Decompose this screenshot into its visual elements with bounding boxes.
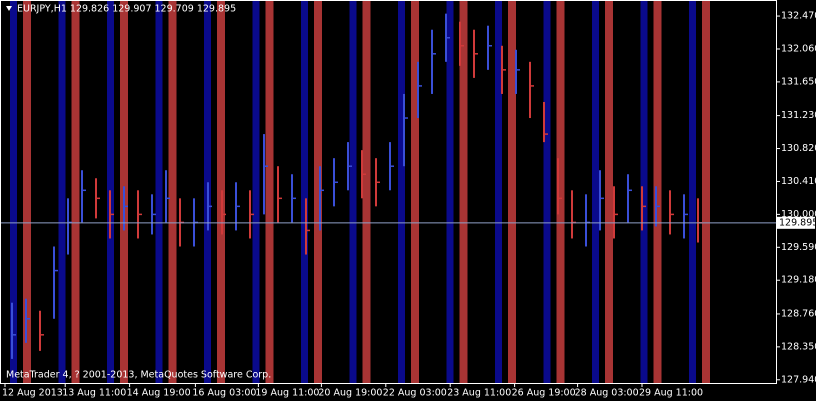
x-tick-label: 14 Aug 19:00 xyxy=(127,388,191,399)
y-tick-label: 128.350 xyxy=(781,341,816,352)
stripe-red xyxy=(168,1,177,383)
y-tick-label: 130.820 xyxy=(781,143,816,154)
x-tick-label: 19 Aug 11:00 xyxy=(255,388,319,399)
stripe-red xyxy=(556,1,565,383)
y-tick-label: 130.000 xyxy=(781,209,816,220)
y-tick-label: 130.410 xyxy=(781,176,816,187)
y-tick-label: 132.470 xyxy=(781,11,816,22)
stripe-blue xyxy=(10,1,17,383)
stripe-blue xyxy=(592,1,599,383)
stripe-blue xyxy=(446,1,454,383)
stripe-red xyxy=(265,1,274,383)
stripe-blue xyxy=(349,1,357,383)
x-tick-label: 13 Aug 11:00 xyxy=(62,388,126,399)
stripe-red xyxy=(508,1,516,383)
stripe-blue xyxy=(543,1,551,383)
stripe-red xyxy=(459,1,468,383)
stripe-red xyxy=(314,1,322,383)
stripe-blue xyxy=(689,1,696,383)
last-price-box xyxy=(777,216,815,229)
y-tick-label: 131.650 xyxy=(781,76,816,87)
y-tick-label: 129.180 xyxy=(781,275,816,286)
chart-title: EURJPY,H1 129.826 129.907 129.709 129.89… xyxy=(17,4,236,15)
y-tick-label: 127.940 xyxy=(781,374,816,385)
last-price-label: 129.895 xyxy=(779,217,816,228)
y-tick-label: 132.060 xyxy=(781,43,816,54)
plot xyxy=(11,13,702,359)
stripe-blue xyxy=(495,1,502,383)
stripe-blue xyxy=(58,1,66,383)
x-tick-label: 16 Aug 03:00 xyxy=(192,388,256,399)
y-tick-label: 131.230 xyxy=(781,110,816,121)
stripe-red xyxy=(411,1,419,383)
x-tick-label: 23 Aug 11:00 xyxy=(447,388,511,399)
stripe-blue xyxy=(640,1,648,383)
stripe-red xyxy=(362,1,371,383)
menu-arrow xyxy=(6,6,12,11)
stripe-blue xyxy=(252,1,260,383)
stripe-red xyxy=(23,1,31,383)
stripe-red xyxy=(653,1,662,383)
stripe-blue xyxy=(301,1,308,383)
stripe-red xyxy=(71,1,80,383)
stripe-red xyxy=(605,1,613,383)
stripe-red xyxy=(702,1,710,383)
y-tick-label: 129.590 xyxy=(781,242,816,253)
x-tick-label: 12 Aug 2013 xyxy=(2,388,63,399)
x-tick-label: 28 Aug 03:00 xyxy=(575,388,639,399)
session-stripes xyxy=(10,1,710,383)
x-tick-label: 29 Aug 11:00 xyxy=(639,388,703,399)
stripe-blue xyxy=(398,1,405,383)
x-tick-label: 26 Aug 19:00 xyxy=(512,388,576,399)
footer: MetaTrader 4, ? 2001-2013, MetaQuotes So… xyxy=(6,370,271,381)
x-tick-label: 22 Aug 03:00 xyxy=(383,388,447,399)
x-tick-label: 20 Aug 19:00 xyxy=(318,388,382,399)
y-tick-label: 128.760 xyxy=(781,308,816,319)
plot-frame xyxy=(0,0,777,384)
stripe-blue xyxy=(155,1,163,383)
